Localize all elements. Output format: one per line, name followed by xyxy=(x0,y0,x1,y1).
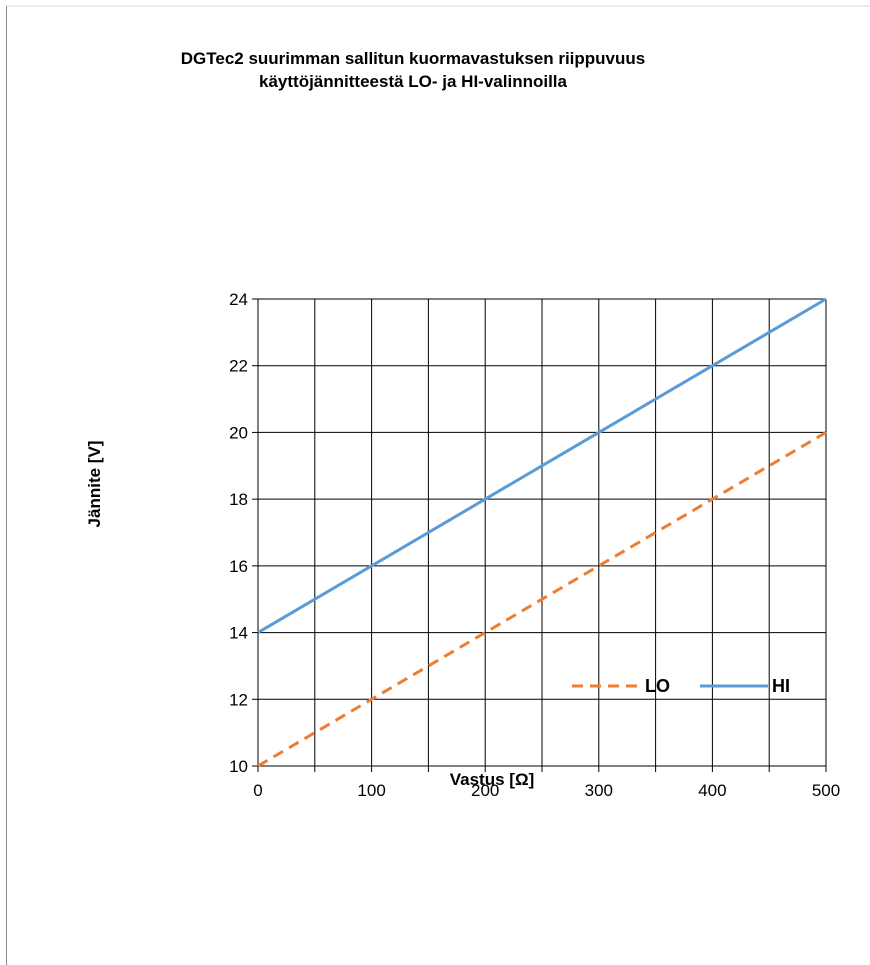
y-tick-label: 22 xyxy=(229,357,248,376)
series-line-hi xyxy=(257,297,827,634)
y-tick-label: 24 xyxy=(229,290,248,309)
x-tick-labels: 0 100 200 300 400 500 xyxy=(253,781,840,800)
y-tick-label: 10 xyxy=(229,757,248,776)
series-lines xyxy=(257,297,827,768)
y-tick-label: 14 xyxy=(229,624,248,643)
legend-lo-label: LO xyxy=(645,676,670,696)
y-axis-title: Jännite [V] xyxy=(85,441,104,528)
chart-title-line-2: käyttöjännitteestä LO- ja HI-valinnoilla xyxy=(259,72,567,91)
x-tick-label: 300 xyxy=(585,781,613,800)
y-tick-label: 12 xyxy=(229,690,248,709)
x-tick-label: 200 xyxy=(471,781,499,800)
series-line-lo xyxy=(257,431,827,768)
x-axis-title: Vastus [Ω] xyxy=(450,770,535,789)
chart-title-line-1: DGTec2 suurimman sallitun kuormavastukse… xyxy=(181,49,645,68)
x-tick-label: 500 xyxy=(812,781,840,800)
legend-hi-label: HI xyxy=(772,676,790,696)
y-tick-label: 20 xyxy=(229,423,248,442)
x-tick-label: 400 xyxy=(698,781,726,800)
legend: LO HI xyxy=(572,676,790,696)
y-tick-label: 18 xyxy=(229,490,248,509)
x-tick-label: 0 xyxy=(253,781,262,800)
x-tick-label: 100 xyxy=(357,781,385,800)
grid xyxy=(252,298,827,772)
y-tick-label: 16 xyxy=(229,557,248,576)
y-tick-labels: 10 12 14 16 18 20 22 24 xyxy=(229,290,248,776)
